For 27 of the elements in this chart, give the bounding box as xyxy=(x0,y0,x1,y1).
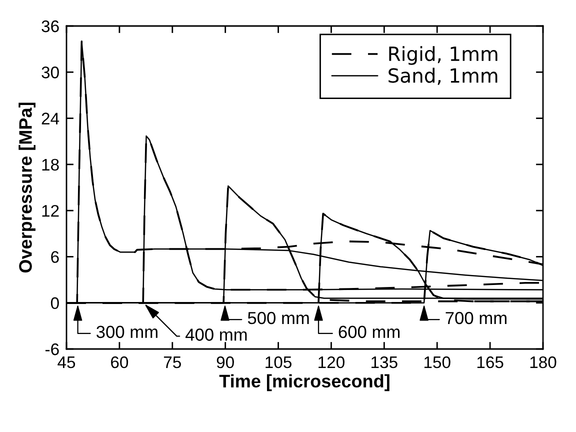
annotation: 300 mm xyxy=(96,326,158,338)
x-tick-label: 165 xyxy=(477,356,504,368)
x-tick-label: 150 xyxy=(424,356,450,368)
y-axis-title: Overpressure [MPa] xyxy=(18,102,36,273)
x-tick-label: 135 xyxy=(372,356,398,368)
annotation: 700 mm xyxy=(446,312,506,324)
y-tick-label: 18 xyxy=(42,158,59,171)
x-tick-label: 60 xyxy=(111,356,128,368)
x-tick-label: 75 xyxy=(164,356,181,368)
x-axis-title: Time [microsecond] xyxy=(219,374,390,392)
legend-label: Sand, 1mm xyxy=(388,68,498,85)
x-tick-label: 45 xyxy=(58,356,76,368)
y-tick-label: 36 xyxy=(42,20,59,32)
y-tick-label: 12 xyxy=(42,204,59,217)
y-tick-label: 30 xyxy=(42,66,59,78)
x-tick-label: 120 xyxy=(318,356,344,368)
x-tick-label: 105 xyxy=(266,356,292,368)
legend-label: Rigid, 1mm xyxy=(389,46,498,65)
annotation: 500 mm xyxy=(248,312,309,324)
annotation: 400 mm xyxy=(186,328,247,341)
x-tick-label: 90 xyxy=(216,356,234,368)
x-tick-label: 180 xyxy=(530,356,556,368)
y-tick-label: -6 xyxy=(45,343,59,356)
y-tick-label: 6 xyxy=(51,251,59,263)
y-tick-label: 0 xyxy=(50,297,59,310)
annotation: 600 mm xyxy=(338,326,400,338)
y-tick-label: 24 xyxy=(42,112,60,124)
